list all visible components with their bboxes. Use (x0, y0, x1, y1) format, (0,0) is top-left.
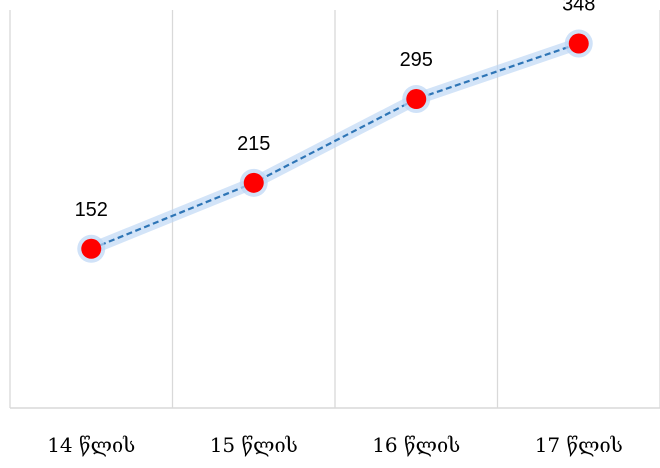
data-point (81, 238, 102, 259)
x-tick-label: 17 წლის (535, 433, 623, 457)
data-labels: 152 215 295 348 (75, 0, 596, 221)
data-label: 215 (237, 133, 270, 155)
x-tick-label: 14 წლის (47, 433, 135, 457)
x-axis-ticks: 14 წლის 15 წლის 16 წლის 17 წლის (47, 433, 623, 457)
data-point (568, 33, 589, 54)
series-1 (77, 29, 593, 263)
data-label: 348 (562, 0, 595, 16)
x-tick-label: 16 წლის (372, 433, 460, 457)
data-point (243, 172, 264, 193)
data-label: 152 (75, 199, 108, 221)
x-tick-label: 15 წლის (210, 433, 298, 457)
series-line (90, 42, 580, 250)
data-point (406, 89, 427, 110)
data-label: 295 (400, 49, 433, 71)
